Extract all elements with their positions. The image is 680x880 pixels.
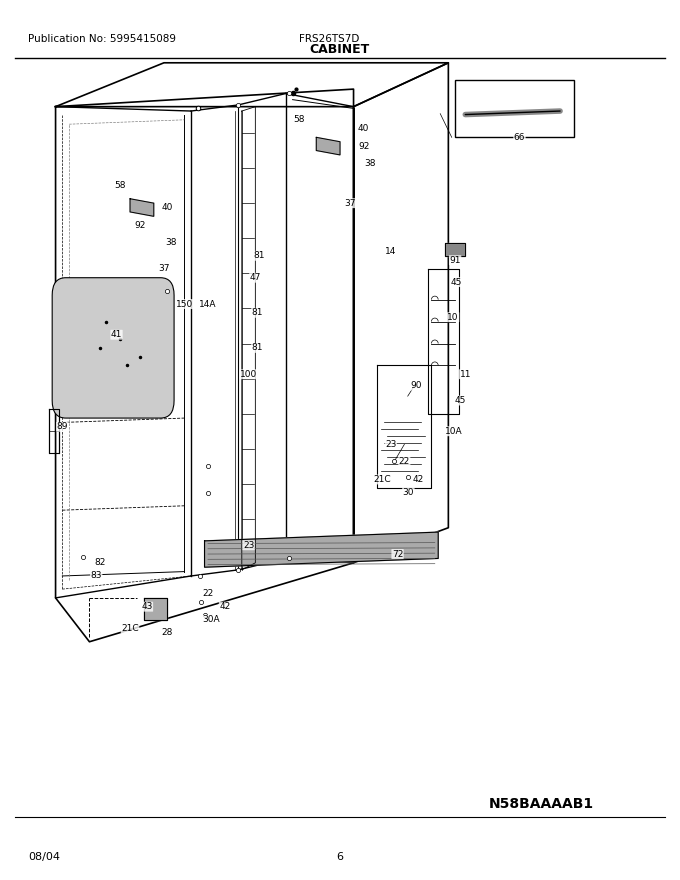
Text: 43: 43 [141, 602, 153, 612]
Text: 89: 89 [56, 422, 68, 431]
Polygon shape [205, 532, 438, 568]
Polygon shape [143, 598, 167, 620]
Text: 47: 47 [250, 273, 261, 282]
Text: 42: 42 [219, 602, 231, 612]
Text: 23: 23 [243, 541, 254, 550]
Polygon shape [130, 199, 154, 216]
Text: 21C: 21C [121, 624, 139, 633]
Text: 41: 41 [111, 330, 122, 339]
FancyBboxPatch shape [455, 80, 574, 137]
Text: 10: 10 [447, 312, 459, 322]
Text: 40: 40 [162, 203, 173, 212]
Text: 37: 37 [344, 199, 356, 208]
Text: 81: 81 [253, 252, 265, 260]
Text: 30A: 30A [203, 615, 220, 624]
Text: N58BAAAAB1: N58BAAAAB1 [489, 797, 594, 811]
Text: 42: 42 [412, 475, 424, 484]
Text: 92: 92 [358, 142, 369, 150]
Text: CABINET: CABINET [310, 43, 370, 56]
Text: 58: 58 [114, 181, 126, 190]
Text: 100: 100 [240, 370, 257, 378]
Text: 30: 30 [403, 488, 414, 497]
Text: 23: 23 [385, 440, 396, 449]
Text: 22: 22 [203, 589, 214, 598]
Polygon shape [445, 243, 465, 256]
Text: 91: 91 [449, 256, 461, 265]
Text: 22: 22 [398, 458, 410, 466]
Text: FRS26TS7D: FRS26TS7D [299, 34, 360, 44]
Text: 14: 14 [385, 247, 396, 256]
Text: 37: 37 [158, 265, 170, 274]
Text: 11: 11 [460, 370, 471, 378]
Text: 14A: 14A [199, 299, 217, 309]
Text: 150: 150 [175, 299, 193, 309]
Text: 38: 38 [165, 238, 176, 247]
FancyBboxPatch shape [52, 278, 174, 418]
Text: 92: 92 [135, 221, 146, 230]
Text: 10A: 10A [445, 427, 462, 436]
Text: 45: 45 [454, 396, 466, 405]
Text: 28: 28 [162, 628, 173, 637]
Text: 66: 66 [513, 133, 525, 142]
Polygon shape [316, 137, 340, 155]
Text: Publication No: 5995415089: Publication No: 5995415089 [29, 34, 177, 44]
Text: 21C: 21C [374, 475, 392, 484]
Text: 38: 38 [364, 159, 376, 168]
Text: 40: 40 [358, 124, 369, 133]
Text: 90: 90 [410, 381, 422, 390]
Text: 81: 81 [252, 343, 263, 352]
Text: 82: 82 [94, 558, 105, 568]
Text: 83: 83 [90, 571, 102, 581]
Text: 72: 72 [392, 549, 403, 559]
Text: 58: 58 [294, 115, 305, 124]
Text: 08/04: 08/04 [29, 852, 61, 862]
Text: 6: 6 [337, 852, 343, 862]
Text: 81: 81 [252, 308, 263, 318]
Text: 45: 45 [451, 277, 462, 287]
